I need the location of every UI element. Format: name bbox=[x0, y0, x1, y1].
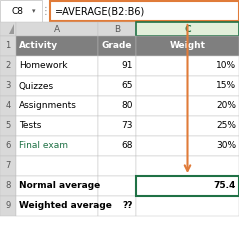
Text: Quizzes: Quizzes bbox=[19, 82, 54, 91]
Bar bbox=[136, 76, 239, 96]
Text: Homework: Homework bbox=[19, 61, 67, 70]
Text: ▾: ▾ bbox=[32, 8, 36, 14]
Text: 80: 80 bbox=[121, 101, 133, 111]
Bar bbox=[136, 96, 239, 116]
Text: 8: 8 bbox=[5, 182, 11, 190]
Bar bbox=[98, 22, 136, 36]
Text: C8: C8 bbox=[12, 7, 24, 15]
Text: =AVERAGE(B2:B6): =AVERAGE(B2:B6) bbox=[55, 6, 145, 16]
Bar bbox=[16, 156, 98, 176]
Text: 75.4: 75.4 bbox=[214, 182, 236, 190]
Bar bbox=[98, 56, 136, 76]
Bar bbox=[0, 136, 16, 156]
Polygon shape bbox=[9, 24, 14, 34]
Text: A: A bbox=[54, 24, 60, 33]
Bar bbox=[0, 196, 16, 216]
Bar bbox=[16, 116, 98, 136]
Bar bbox=[0, 22, 16, 36]
Bar bbox=[0, 96, 16, 116]
Bar bbox=[98, 116, 136, 136]
Text: C: C bbox=[184, 24, 191, 33]
Bar bbox=[136, 22, 239, 36]
Bar bbox=[98, 36, 136, 56]
Text: ??: ?? bbox=[123, 202, 133, 211]
Bar bbox=[98, 136, 136, 156]
Bar bbox=[0, 0, 42, 22]
Bar bbox=[98, 176, 136, 196]
Text: 25%: 25% bbox=[216, 121, 236, 130]
Bar bbox=[136, 36, 239, 56]
Text: Activity: Activity bbox=[19, 41, 58, 51]
Bar bbox=[16, 136, 98, 156]
Bar bbox=[16, 196, 98, 216]
Text: 4: 4 bbox=[5, 101, 11, 111]
Bar bbox=[136, 196, 239, 216]
Bar bbox=[0, 36, 16, 56]
Bar bbox=[0, 116, 16, 136]
Text: Grade: Grade bbox=[102, 41, 132, 51]
Text: 73: 73 bbox=[121, 121, 133, 130]
Text: Weight: Weight bbox=[169, 41, 206, 51]
Bar bbox=[136, 176, 239, 196]
Bar bbox=[136, 136, 239, 156]
Bar bbox=[0, 56, 16, 76]
Text: Final exam: Final exam bbox=[19, 142, 68, 151]
Bar bbox=[136, 156, 239, 176]
Text: 1: 1 bbox=[5, 41, 11, 51]
Bar bbox=[98, 96, 136, 116]
Text: 65: 65 bbox=[121, 82, 133, 91]
Text: Tests: Tests bbox=[19, 121, 41, 130]
Bar bbox=[50, 1, 239, 21]
Text: B: B bbox=[114, 24, 120, 33]
Text: 20%: 20% bbox=[216, 101, 236, 111]
Text: Weighted average: Weighted average bbox=[19, 202, 112, 211]
Bar bbox=[16, 22, 98, 36]
Text: 68: 68 bbox=[121, 142, 133, 151]
Text: 9: 9 bbox=[5, 202, 11, 211]
Text: 7: 7 bbox=[5, 161, 11, 171]
Text: 3: 3 bbox=[5, 82, 11, 91]
Bar bbox=[16, 36, 98, 56]
Bar bbox=[16, 56, 98, 76]
Text: 91: 91 bbox=[121, 61, 133, 70]
Bar bbox=[0, 176, 16, 196]
Bar bbox=[98, 196, 136, 216]
Bar bbox=[136, 116, 239, 136]
Bar bbox=[0, 76, 16, 96]
Text: Normal average: Normal average bbox=[19, 182, 100, 190]
Bar bbox=[0, 156, 16, 176]
Bar bbox=[16, 76, 98, 96]
Bar bbox=[136, 56, 239, 76]
Bar bbox=[16, 176, 98, 196]
Text: Assignments: Assignments bbox=[19, 101, 77, 111]
Bar bbox=[98, 156, 136, 176]
Bar bbox=[98, 76, 136, 96]
Text: 2: 2 bbox=[5, 61, 11, 70]
Text: 30%: 30% bbox=[216, 142, 236, 151]
Text: 10%: 10% bbox=[216, 61, 236, 70]
Text: ⋮: ⋮ bbox=[41, 6, 51, 16]
Text: 6: 6 bbox=[5, 142, 11, 151]
Text: 15%: 15% bbox=[216, 82, 236, 91]
Bar bbox=[16, 96, 98, 116]
Text: 5: 5 bbox=[5, 121, 11, 130]
